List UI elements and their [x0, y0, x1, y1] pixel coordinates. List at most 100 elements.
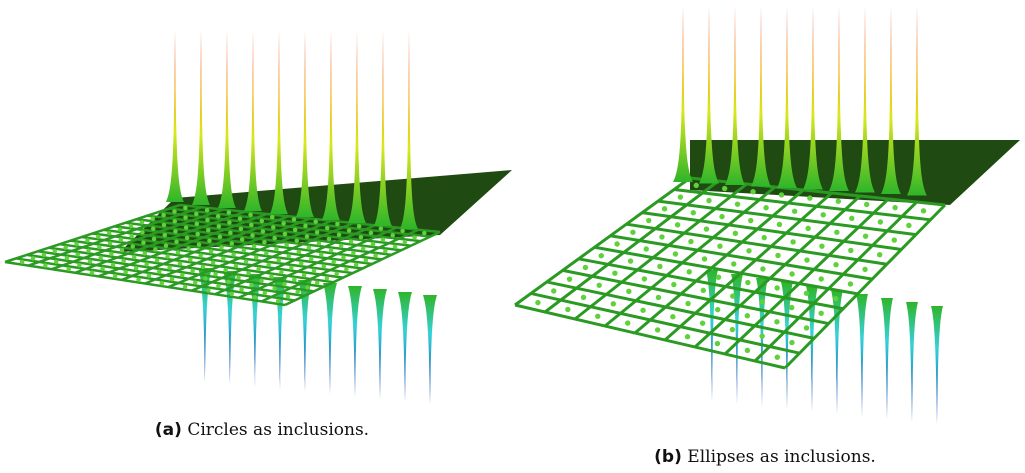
- lattice-node: [136, 277, 141, 282]
- lattice-node: [625, 320, 630, 325]
- lattice-node: [173, 229, 178, 234]
- spike-down: [398, 292, 412, 402]
- lattice-node: [66, 267, 71, 272]
- lattice-line: [545, 181, 718, 312]
- lattice-node: [283, 232, 288, 237]
- lattice-node: [293, 228, 298, 233]
- lattice-node: [144, 262, 149, 267]
- lattice-node: [704, 226, 709, 231]
- lattice-node: [262, 240, 267, 245]
- lattice-node: [223, 268, 228, 273]
- lattice-node: [716, 274, 721, 279]
- lattice-node: [312, 269, 317, 274]
- lattice-node: [263, 291, 268, 296]
- lattice-node: [819, 276, 824, 281]
- caption-text: Ellipses as inclusions.: [687, 447, 876, 467]
- lattice-node: [307, 245, 312, 250]
- lattice-node: [173, 219, 178, 224]
- lattice-node: [282, 282, 287, 287]
- lattice-node: [836, 199, 841, 204]
- lattice-node: [121, 259, 126, 264]
- lattice-node: [804, 325, 809, 330]
- caption-label: (a): [155, 420, 182, 440]
- lattice-node: [715, 307, 720, 312]
- caption-text: Circles as inclusions.: [187, 420, 369, 440]
- lattice-node: [129, 224, 134, 229]
- lattice-node: [276, 299, 281, 304]
- lattice-node: [20, 260, 25, 265]
- spike-down: [931, 306, 943, 425]
- lattice-node: [140, 230, 145, 235]
- lattice-node: [779, 192, 784, 197]
- lattice-node: [612, 270, 617, 275]
- lattice-node: [688, 239, 693, 244]
- lattice-node: [864, 202, 869, 207]
- lattice-node: [130, 244, 135, 249]
- lattice-node: [43, 263, 48, 268]
- lattice-node: [565, 307, 570, 312]
- lattice-node: [906, 223, 911, 228]
- lattice-node: [640, 308, 645, 313]
- lattice-node: [614, 241, 619, 246]
- lattice-node: [197, 242, 202, 247]
- lattice-node: [305, 234, 310, 239]
- lattice-node: [315, 230, 320, 235]
- lattice-node: [792, 209, 797, 214]
- lattice-node: [567, 276, 572, 281]
- lattice-node: [818, 311, 823, 316]
- lattice-node: [369, 231, 374, 236]
- lattice-node: [354, 263, 359, 268]
- spike-down: [373, 289, 387, 400]
- lattice-node: [88, 259, 93, 264]
- lattice-node: [279, 270, 284, 275]
- lattice-node: [178, 261, 183, 266]
- lattice-node: [270, 215, 275, 220]
- lattice-node: [107, 231, 112, 236]
- lattice-node: [260, 219, 265, 224]
- spike-down: [881, 298, 893, 420]
- lattice-node: [678, 194, 683, 199]
- lattice-node: [261, 229, 266, 234]
- lattice-node: [412, 235, 417, 240]
- lattice-node: [347, 228, 352, 233]
- lattice-node: [877, 252, 882, 257]
- lattice-node: [325, 226, 330, 231]
- lattice-node: [274, 247, 279, 252]
- lattice-node: [272, 236, 277, 241]
- lattice-node: [281, 221, 286, 226]
- lattice-node: [551, 288, 556, 293]
- lattice-node: [760, 266, 765, 271]
- lattice-node: [327, 237, 332, 242]
- lattice-node: [892, 237, 897, 242]
- lattice-node: [878, 219, 883, 224]
- lattice-node: [319, 252, 324, 256]
- lattice-node: [657, 264, 662, 269]
- lattice-node: [719, 214, 724, 219]
- lattice-node: [183, 215, 188, 220]
- lattice-node: [155, 258, 160, 263]
- lattice-node: [804, 291, 809, 296]
- lattice-node: [390, 233, 395, 238]
- lattice-node: [108, 241, 113, 246]
- lattice-node: [848, 248, 853, 253]
- lattice-node: [597, 283, 602, 288]
- lattice-node: [789, 271, 794, 276]
- lattice-node: [351, 251, 356, 256]
- lattice-node: [98, 256, 103, 261]
- lattice-node: [745, 280, 750, 285]
- lattice-node: [264, 251, 269, 256]
- lattice-node: [238, 216, 243, 221]
- lattice-node: [185, 236, 190, 241]
- lattice-node: [134, 266, 139, 271]
- lattice-node: [341, 255, 346, 260]
- lattice-node: [254, 255, 259, 260]
- lattice-node: [240, 237, 245, 242]
- lattice-node: [303, 224, 308, 229]
- lattice-node: [195, 232, 200, 237]
- lattice-node: [217, 224, 222, 229]
- lattice-node: [54, 260, 59, 265]
- lattice-node: [253, 295, 258, 300]
- lattice-node: [760, 299, 765, 304]
- lattice-node: [364, 258, 369, 263]
- lattice-node: [188, 257, 193, 262]
